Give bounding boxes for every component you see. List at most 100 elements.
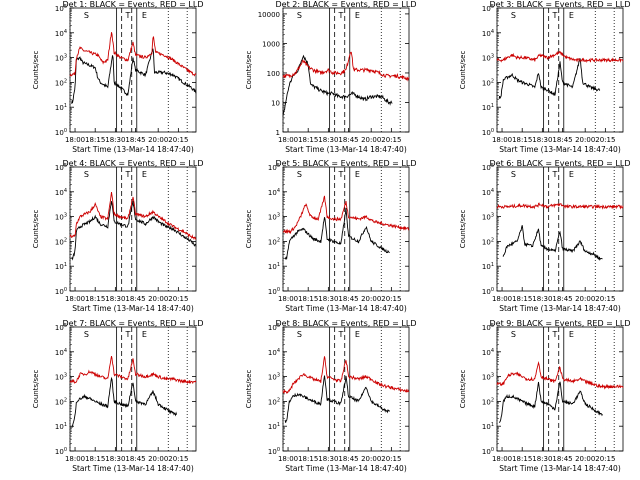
y-tick-label: 100 [55,287,67,296]
y-tick-label: 104 [482,188,494,197]
event-marker-e: E [142,330,147,339]
y-axis-label: Counts/sec [32,51,40,90]
series-line-events [282,54,393,117]
event-marker-e: E [355,170,360,179]
event-marker-e: E [355,11,360,20]
y-axis-label: Counts/sec [459,51,467,90]
x-tick-label: 18:45 [338,295,358,303]
x-axis-label: Start Time (13-Mar-14 18:47:40) [499,304,621,313]
y-tick-label: 100 [55,128,67,137]
x-tick-label: 18:45 [125,455,145,463]
series-line-lld [496,361,624,390]
y-axis-label: Counts/sec [32,370,40,409]
x-tick-label: 20:00 [148,136,168,144]
x-tick-label: 20:00 [575,455,595,463]
x-tick-label: 20:15 [168,455,188,463]
y-tick-label: 103 [55,54,67,63]
x-axis-label: Start Time (13-Mar-14 18:47:40) [285,304,407,313]
plot-frame [69,326,197,452]
plot-frame [496,166,624,292]
x-axis-label: Start Time (13-Mar-14 18:47:40) [72,464,194,473]
event-marker-t: T [551,330,557,339]
plot-frame [496,7,624,133]
x-tick-label: 20:15 [381,136,401,144]
y-axis-label: Counts/sec [245,210,253,249]
y-tick-label: 101 [482,103,494,112]
x-tick-label: 18:00 [278,295,298,303]
panel-title: Det 9: BLACK = Events, RED = LLD [490,319,631,328]
y-tick-label: 101 [55,103,67,112]
event-marker-s: S [84,330,89,339]
x-tick-label: 18:45 [552,136,572,144]
plot-frame [282,326,410,452]
detector-panel-5: Det 5: BLACK = Events, RED = LLD S T E 100 10… [245,159,416,313]
x-tick-label: 20:15 [381,295,401,303]
y-tick-label: 103 [482,373,494,382]
panel-title: Det 1: BLACK = Events, RED = LLD [63,0,204,9]
series-line-events [71,48,197,104]
x-tick-label: 20:00 [575,136,595,144]
event-marker-t: T [124,170,130,179]
event-marker-s: S [297,170,302,179]
x-tick-label: 20:15 [168,136,188,144]
series-line-lld [69,356,197,385]
panel-title: Det 8: BLACK = Events, RED = LLD [276,319,417,328]
x-tick-label: 18:15 [298,455,318,463]
x-tick-label: 18:45 [125,295,145,303]
y-tick-label: 104 [55,29,67,38]
detector-panel-3: Det 3: BLACK = Events, RED = LLD S T E 100 10… [459,0,630,154]
x-tick-label: 18:45 [125,136,145,144]
x-tick-label: 18:00 [492,295,512,303]
y-tick-label: 104 [268,348,280,357]
x-tick-label: 18:30 [105,455,125,463]
detector-panel-1: Det 1: BLACK = Events, RED = LLD S T E 100 10… [32,0,203,154]
y-tick-label: 102 [482,237,494,246]
detector-panel-7: Det 7: BLACK = Events, RED = LLD S T E 100 10… [32,319,203,473]
x-tick-label: 18:15 [298,295,318,303]
x-tick-label: 20:00 [361,295,381,303]
plot-frame [282,7,410,133]
series-line-lld [282,51,410,82]
series-line-events [71,376,178,428]
y-tick-label: 100 [268,287,280,296]
panel-title: Det 6: BLACK = Events, RED = LLD [490,159,631,168]
series-line-events [498,58,601,100]
event-marker-t: T [124,11,130,20]
x-tick-label: 18:30 [532,455,552,463]
y-axis-label: Counts/sec [459,370,467,409]
x-axis-label: Start Time (13-Mar-14 18:47:40) [499,464,621,473]
detector-panel-2: Det 2: BLACK = Events, RED = LLD S T E 1 10 10… [245,0,416,154]
x-tick-label: 20:15 [168,295,188,303]
y-tick-label: 105 [55,163,67,172]
series-line-events [71,200,197,261]
x-tick-label: 20:15 [381,455,401,463]
x-tick-label: 18:30 [318,136,338,144]
y-tick-label: 104 [482,348,494,357]
x-axis-label: Start Time (13-Mar-14 18:47:40) [72,145,194,154]
y-tick-label: 105 [268,323,280,332]
detector-panel-4: Det 4: BLACK = Events, RED = LLD S T E 100 10… [32,159,203,313]
y-tick-label: 1 [276,129,280,137]
plot-frame [69,7,197,133]
x-tick-label: 20:15 [595,455,615,463]
x-tick-label: 18:45 [552,295,572,303]
y-tick-label: 105 [482,4,494,13]
x-tick-label: 18:15 [512,455,532,463]
y-tick-label: 104 [482,29,494,38]
event-marker-e: E [569,11,574,20]
panel-title: Det 2: BLACK = Events, RED = LLD [276,0,417,9]
event-marker-e: E [569,170,574,179]
series-line-lld [69,32,197,77]
x-tick-label: 18:00 [492,136,512,144]
x-tick-label: 18:00 [65,136,85,144]
y-tick-label: 103 [482,213,494,222]
y-tick-label: 101 [268,262,280,271]
event-marker-s: S [511,170,516,179]
event-marker-s: S [511,330,516,339]
event-marker-t: T [551,170,557,179]
x-tick-label: 20:00 [575,295,595,303]
y-tick-label: 103 [55,213,67,222]
x-tick-label: 18:30 [532,136,552,144]
y-tick-label: 105 [268,163,280,172]
y-tick-label: 1000 [262,40,280,48]
